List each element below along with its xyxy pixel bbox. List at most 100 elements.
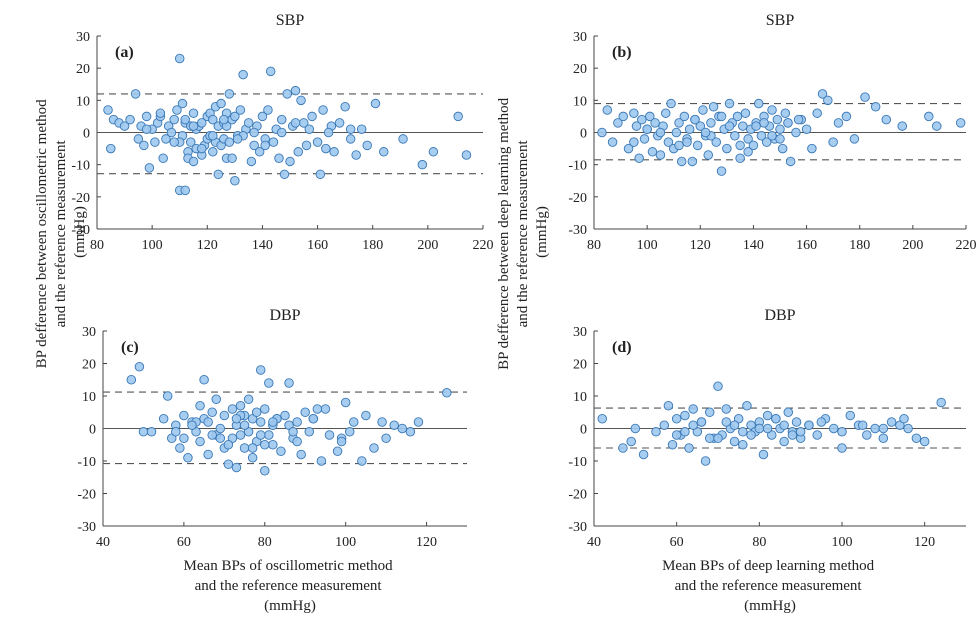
data-point xyxy=(682,137,692,147)
data-point xyxy=(231,414,242,424)
data-point xyxy=(345,134,356,144)
ylabel-right-line-2: and the reference measurement xyxy=(515,140,531,328)
panel-letter: (a) xyxy=(115,44,134,61)
data-point xyxy=(700,456,711,466)
data-point xyxy=(597,414,608,424)
data-point xyxy=(753,98,764,109)
data-point xyxy=(708,102,719,112)
data-point xyxy=(230,111,240,122)
ylabel-left-line-3: (mmHg) xyxy=(72,206,88,258)
panel-title: SBP xyxy=(766,12,795,29)
data-point xyxy=(223,459,234,470)
data-point xyxy=(671,127,682,138)
data-point xyxy=(334,118,345,128)
data-point xyxy=(223,440,234,450)
data-point xyxy=(860,92,870,102)
y-tick-label: 20 xyxy=(573,62,587,77)
data-point xyxy=(878,433,889,444)
data-point xyxy=(329,147,339,157)
data-point xyxy=(698,105,708,115)
x-tick-label: 80 xyxy=(587,238,601,253)
y-tick-label: 20 xyxy=(76,62,90,77)
data-point xyxy=(631,121,642,131)
data-point xyxy=(243,394,254,405)
data-point xyxy=(762,423,773,434)
panel-letter: (c) xyxy=(121,339,139,356)
data-point xyxy=(833,118,844,128)
data-point xyxy=(655,150,666,160)
data-point xyxy=(231,462,242,473)
data-point xyxy=(397,423,408,434)
data-point xyxy=(932,121,942,131)
data-point xyxy=(125,114,135,125)
x-tick-label: 180 xyxy=(849,238,870,253)
data-point xyxy=(146,427,157,437)
data-point xyxy=(179,410,189,421)
xlabel-left: Mean BPs of oscillometric method and the… xyxy=(184,558,397,614)
data-point xyxy=(268,137,279,147)
data-point xyxy=(263,105,273,115)
data-point xyxy=(130,89,141,99)
x-tick-label: 140 xyxy=(743,238,764,253)
ylabel-left-line-2: and the reference measurement xyxy=(53,140,69,328)
xlabel-right: Mean BPs of deep learning method and the… xyxy=(662,558,878,614)
y-tick-label: 0 xyxy=(580,127,587,142)
data-point xyxy=(119,121,130,131)
data-point xyxy=(684,443,694,453)
data-point xyxy=(300,407,310,418)
data-point xyxy=(680,410,690,421)
data-point xyxy=(704,407,715,418)
x-tick-label: 160 xyxy=(796,238,817,253)
ylabel-right-line-1: BP defference between deep learning meth… xyxy=(496,97,512,369)
panel-letter: (b) xyxy=(612,44,632,61)
data-point xyxy=(837,427,847,437)
data-point xyxy=(793,114,804,125)
data-point xyxy=(175,443,185,453)
data-point xyxy=(823,95,833,106)
data-point xyxy=(179,433,189,444)
data-point xyxy=(264,378,274,388)
data-point xyxy=(704,433,715,444)
data-point xyxy=(713,381,723,392)
data-point xyxy=(651,427,661,437)
data-point xyxy=(377,417,387,427)
data-point xyxy=(195,401,205,411)
data-point xyxy=(246,156,257,167)
data-point xyxy=(775,134,785,144)
panel-b: -30 -20 -10 0 10 20 30 80 100 120 140 160 180 200 220 (… xyxy=(568,12,976,253)
data-point xyxy=(721,417,732,427)
data-point xyxy=(260,404,270,414)
data-point xyxy=(650,118,660,128)
x-tick-label: 200 xyxy=(417,238,438,253)
data-point xyxy=(177,98,188,109)
data-point xyxy=(292,436,302,447)
x-tick-label: 160 xyxy=(307,238,328,253)
data-point xyxy=(133,134,144,144)
xlabel-left-line-2: and the reference measurement xyxy=(195,578,383,594)
data-point xyxy=(711,137,721,147)
data-point xyxy=(775,124,785,135)
data-point xyxy=(215,423,226,434)
data-point xyxy=(260,440,270,450)
data-point xyxy=(288,427,298,437)
data-point xyxy=(336,436,347,447)
data-point xyxy=(180,185,190,196)
data-point xyxy=(318,105,328,115)
data-point xyxy=(638,449,649,460)
data-point xyxy=(238,69,248,80)
data-point xyxy=(660,108,671,118)
y-tick-label: -30 xyxy=(568,520,587,535)
data-point xyxy=(161,134,171,144)
data-point xyxy=(188,121,199,131)
data-point xyxy=(215,433,226,444)
data-point xyxy=(785,156,796,167)
data-point xyxy=(378,147,389,157)
y-tick-label: -30 xyxy=(71,223,90,238)
y-tick-label: -20 xyxy=(568,488,587,503)
data-point xyxy=(284,378,294,388)
data-point xyxy=(197,143,207,154)
x-tick-label: 100 xyxy=(832,535,853,550)
data-point xyxy=(756,130,767,141)
xlabel-right-line-2: and the reference measurement xyxy=(675,578,863,594)
data-point xyxy=(171,427,181,437)
